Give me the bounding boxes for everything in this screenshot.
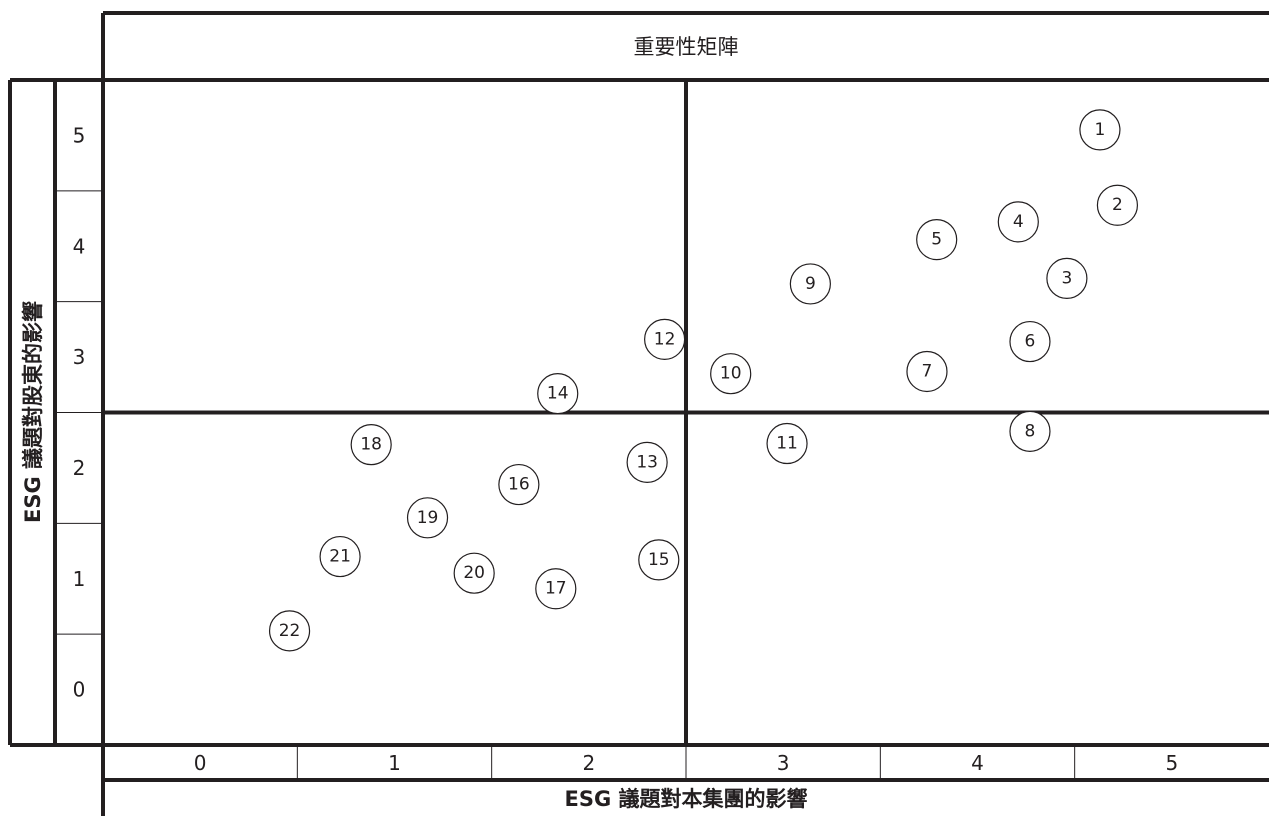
data-point-4: 4 [997, 201, 1039, 243]
data-point-8: 8 [1009, 410, 1051, 452]
data-point-label: 17 [545, 579, 567, 599]
data-point-6: 6 [1009, 320, 1051, 363]
data-point-marker [916, 219, 958, 261]
data-point-marker [1096, 184, 1139, 226]
y-tick-label: 3 [73, 345, 86, 369]
data-point-10: 10 [710, 353, 752, 395]
data-point-marker [1009, 410, 1051, 452]
data-point-label: 20 [463, 563, 485, 583]
x-tick-label: 1 [388, 751, 401, 775]
data-point-marker [1046, 257, 1088, 299]
data-point-marker [789, 263, 831, 305]
data-point-7: 7 [906, 350, 948, 393]
data-point-marker [498, 463, 540, 506]
x-axis-ticks: 0 1 2 3 4 5 [194, 745, 1178, 780]
data-point-16: 16 [498, 463, 540, 506]
x-tick-label: 5 [1165, 751, 1178, 775]
data-point-label: 6 [1025, 332, 1036, 352]
data-point-marker [406, 497, 449, 539]
data-point-18: 18 [350, 424, 392, 466]
data-point-label: 14 [547, 384, 569, 404]
data-point-label: 11 [776, 434, 798, 454]
y-tick-label: 2 [73, 456, 86, 480]
data-point-marker [535, 568, 577, 610]
data-point-14: 14 [537, 373, 579, 415]
data-point-label: 9 [805, 274, 816, 294]
data-point-20: 20 [453, 552, 495, 594]
data-point-marker [997, 201, 1039, 243]
data-point-marker [1079, 109, 1121, 151]
data-point-label: 12 [654, 329, 676, 349]
x-tick-label: 0 [194, 751, 207, 775]
data-point-label: 18 [360, 435, 382, 455]
data-point-label: 7 [922, 361, 933, 381]
data-point-marker [537, 373, 579, 415]
chart-title: 重要性矩陣 [634, 35, 739, 59]
data-point-13: 13 [626, 441, 668, 483]
data-point-label: 2 [1112, 195, 1123, 215]
y-axis-label: ESG 議題對股東的影響 [21, 301, 45, 523]
data-point-label: 8 [1025, 421, 1036, 441]
data-point-marker [319, 535, 361, 578]
data-point-5: 5 [916, 219, 958, 261]
data-point-12: 12 [644, 318, 686, 360]
quadrant-dividers [103, 80, 1269, 745]
data-point-marker [453, 552, 495, 594]
data-point-marker [644, 318, 686, 360]
data-point-marker [626, 441, 668, 483]
data-point-marker [766, 422, 808, 465]
data-point-17: 17 [535, 568, 577, 610]
data-point-label: 1 [1095, 120, 1106, 140]
data-point-1: 1 [1079, 109, 1121, 151]
data-point-marker [1009, 320, 1051, 363]
x-tick-label: 2 [582, 751, 595, 775]
data-point-label: 5 [931, 230, 942, 250]
data-point-label: 15 [648, 550, 670, 570]
y-tick-label: 4 [73, 234, 86, 258]
data-point-9: 9 [789, 263, 831, 305]
data-point-marker [350, 424, 392, 466]
data-point-marker [710, 353, 752, 395]
x-tick-label: 4 [971, 751, 984, 775]
data-point-label: 3 [1061, 268, 1072, 288]
data-point-label: 13 [636, 452, 658, 472]
data-point-19: 19 [406, 497, 449, 539]
data-point-label: 21 [329, 547, 351, 567]
x-tick-label: 3 [777, 751, 790, 775]
data-point-marker [906, 350, 948, 393]
y-tick-label: 0 [73, 678, 86, 702]
data-point-label: 4 [1013, 212, 1024, 232]
data-point-11: 11 [766, 422, 808, 465]
data-point-label: 16 [508, 475, 530, 495]
data-point-label: 10 [720, 364, 742, 384]
data-point-22: 22 [268, 610, 311, 652]
x-axis-label: ESG 議題對本集團的影響 [564, 787, 807, 811]
data-point-label: 22 [279, 621, 301, 641]
y-tick-label: 1 [73, 567, 86, 591]
data-point-marker [638, 539, 680, 581]
data-point-21: 21 [319, 535, 361, 578]
data-point-15: 15 [638, 539, 680, 581]
data-point-2: 2 [1096, 184, 1139, 226]
data-point-label: 19 [417, 508, 439, 528]
y-tick-label: 5 [73, 123, 86, 147]
data-point-3: 3 [1046, 257, 1088, 299]
y-axis-ticks: 5 4 3 2 1 0 [55, 123, 103, 702]
data-point-marker [268, 610, 311, 652]
